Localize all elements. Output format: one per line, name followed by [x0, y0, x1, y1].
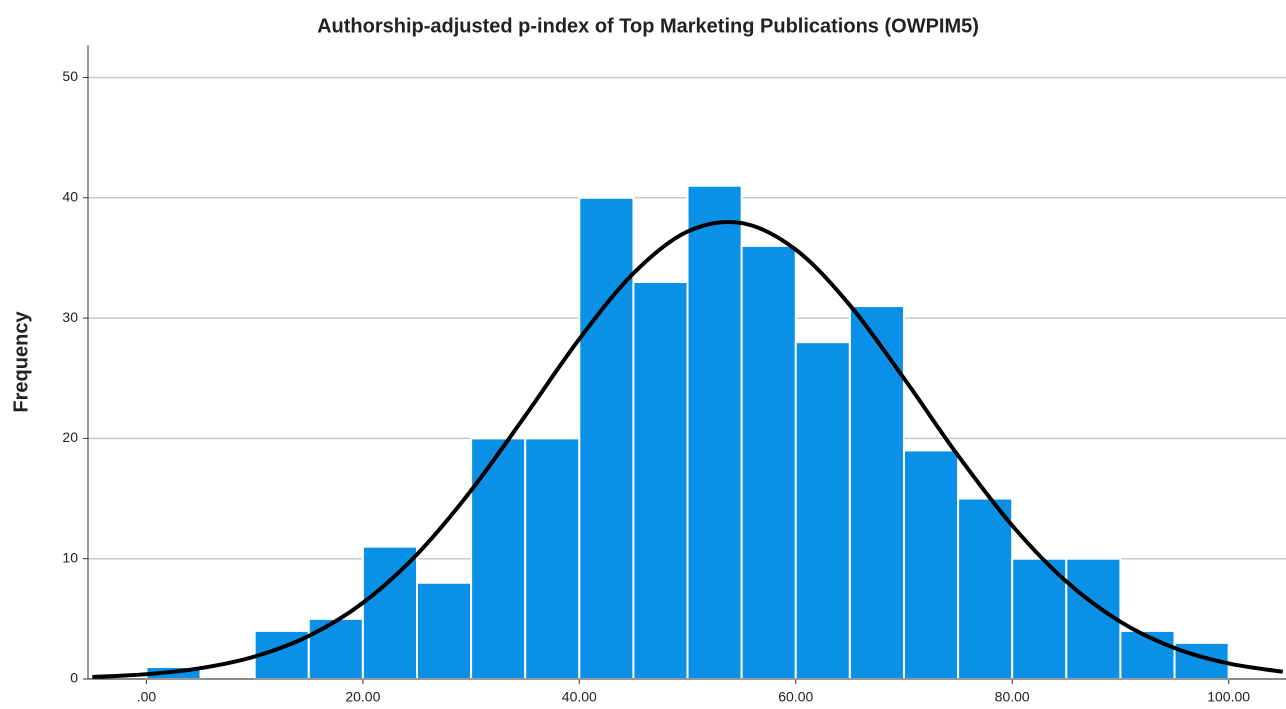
bar: [470, 437, 527, 680]
bar: [361, 545, 418, 680]
bar: [415, 581, 473, 681]
bar: [524, 437, 581, 680]
x-tick-label: 40.00: [562, 689, 597, 705]
bar: [794, 341, 851, 680]
bar: [632, 280, 689, 680]
bar: [1065, 557, 1122, 681]
x-tick-label: 100.00: [1207, 689, 1250, 705]
x-tick-label: 80.00: [995, 689, 1030, 705]
y-axis-label: Frequency: [10, 311, 32, 413]
bar: [740, 244, 797, 681]
y-tick-label: 0: [70, 670, 78, 686]
y-tick-label: 40: [62, 188, 78, 204]
bar: [307, 617, 364, 681]
bar: [1119, 629, 1176, 680]
y-tick-label: 50: [62, 68, 78, 84]
x-tick-label: 20.00: [345, 689, 380, 705]
bar: [578, 196, 635, 680]
chart-title: Authorship-adjusted p-index of Top Marke…: [317, 15, 979, 37]
bar: [686, 184, 743, 680]
y-tick-label: 10: [62, 549, 78, 565]
x-tick-label: 60.00: [778, 689, 813, 705]
fit-curve: [92, 219, 1284, 679]
bar: [848, 305, 905, 680]
y-tick-label: 20: [62, 429, 78, 445]
y-tick-label: 30: [62, 309, 78, 325]
bar: [902, 449, 960, 680]
x-tick-label: .00: [137, 689, 157, 705]
bar: [957, 497, 1014, 680]
